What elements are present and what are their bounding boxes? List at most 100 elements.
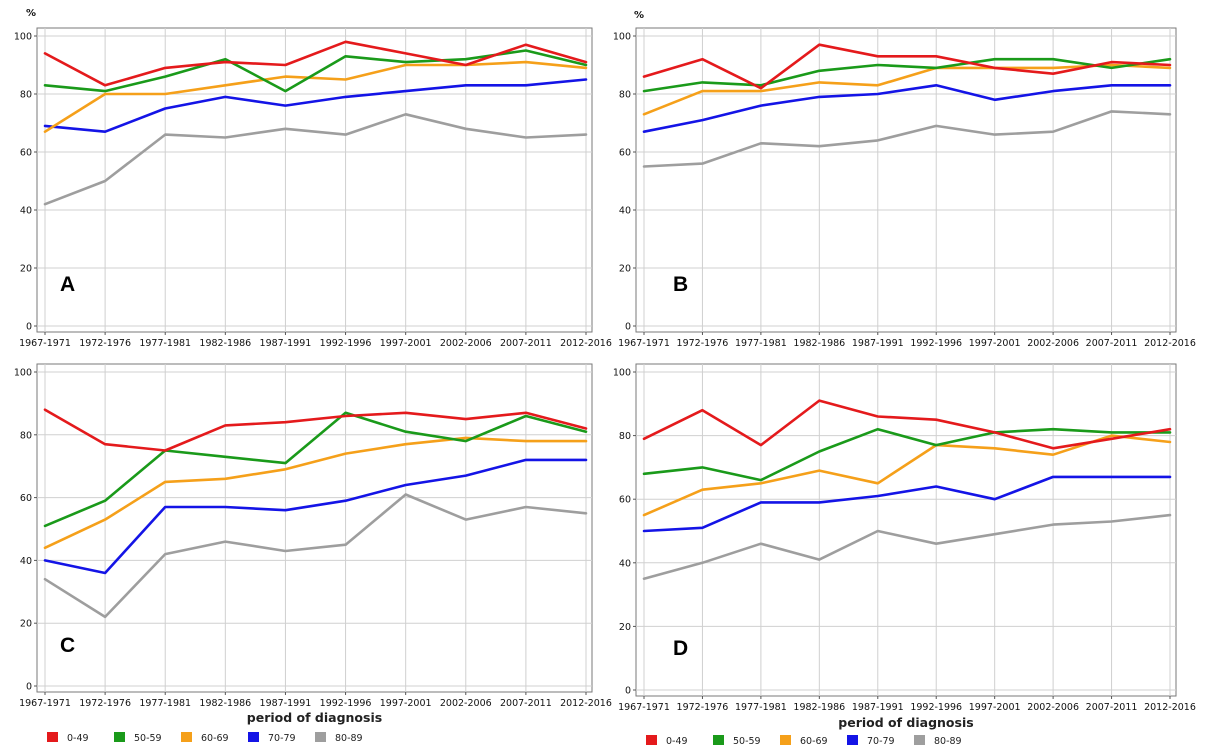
y-tick-label: 40 — [20, 556, 32, 567]
legend-swatch-70-79 — [248, 732, 259, 742]
series-line-0-49 — [642, 43, 1172, 90]
x-tick-label: 1977-1981 — [139, 338, 191, 349]
x-tick-label: 1967-1971 — [618, 702, 670, 713]
x-tick-label: 1972-1976 — [79, 698, 131, 709]
legend-swatch-80-89 — [914, 735, 925, 745]
legend-swatch-50-59 — [713, 735, 724, 745]
series-line-60-69 — [642, 434, 1172, 517]
legend-label-50-59: 50-59 — [134, 733, 162, 744]
x-tick-label: 1992-1996 — [910, 338, 962, 349]
y-tick-label: 0 — [26, 682, 32, 693]
x-tick-label: 1997-2001 — [969, 702, 1021, 713]
y-axis-unit-label: % — [26, 8, 36, 19]
x-tick-label: 2007-2011 — [500, 338, 552, 349]
legend-label-50-59: 50-59 — [733, 736, 761, 747]
series-line-80-89 — [642, 110, 1172, 168]
plot-frame — [36, 27, 593, 333]
legend: 0-49 50-59 60-69 70-79 80-89 — [47, 732, 363, 744]
legend-label-0-49: 0-49 — [67, 733, 89, 744]
x-tick-label: 1992-1996 — [320, 338, 372, 349]
y-tick-label: 100 — [14, 368, 32, 379]
legend-label-70-79: 70-79 — [867, 736, 895, 747]
legend-swatch-0-49 — [47, 732, 58, 742]
x-tick-label: 1987-1991 — [260, 338, 312, 349]
panel-letter: A — [60, 273, 75, 296]
x-tick-label: 2012-2016 — [560, 698, 612, 709]
y-tick-label: 0 — [26, 322, 32, 333]
y-tick-label: 80 — [20, 90, 32, 101]
x-tick-label: 1982-1986 — [199, 698, 251, 709]
x-tick-label: 1972-1976 — [677, 702, 729, 713]
x-tick-label: 1992-1996 — [320, 698, 372, 709]
series-line-0-49 — [642, 399, 1172, 450]
x-tick-label: 2002-2006 — [440, 698, 492, 709]
y-tick-label: 20 — [20, 264, 32, 275]
y-tick-label: 60 — [619, 495, 631, 506]
y-axis-unit-label: % — [634, 10, 644, 21]
x-tick-label: 2007-2011 — [1086, 702, 1138, 713]
y-tick-label: 100 — [14, 32, 32, 43]
x-tick-label: 2012-2016 — [1144, 338, 1196, 349]
series-line-0-49 — [43, 40, 588, 87]
y-tick-label: 60 — [20, 493, 32, 504]
series-line-70-79 — [642, 84, 1172, 133]
x-tick-label: 1977-1981 — [735, 702, 787, 713]
y-tick-label: 40 — [619, 558, 631, 569]
x-tick-label: 1982-1986 — [793, 702, 845, 713]
x-tick-label: 1982-1986 — [793, 338, 845, 349]
x-tick-label: 2002-2006 — [1027, 338, 1079, 349]
y-tick-label: 60 — [619, 148, 631, 159]
series-line-80-89 — [642, 513, 1172, 581]
x-axis-title: period of diagnosis — [838, 715, 973, 730]
panel-letter: B — [673, 273, 688, 296]
series-line-80-89 — [43, 493, 588, 619]
legend: 0-49 50-59 60-69 70-79 80-89 — [646, 735, 962, 747]
series-line-60-69 — [642, 63, 1172, 116]
legend-label-60-69: 60-69 — [800, 736, 828, 747]
legend-swatch-50-59 — [114, 732, 125, 742]
x-tick-label: 2002-2006 — [1027, 702, 1079, 713]
panel-b: 0 20 40 60 80 100 1967-1971 1972-1976 1977-1981 1… — [613, 10, 1196, 349]
legend-label-0-49: 0-49 — [666, 736, 688, 747]
series-line-70-79 — [43, 78, 588, 133]
series-line-80-89 — [43, 113, 588, 206]
legend-swatch-80-89 — [315, 732, 326, 742]
panel-d: 0 20 40 60 80 100 1967-1971 1972-1976 1977-1981 1… — [613, 363, 1196, 747]
series-line-0-49 — [43, 408, 588, 452]
x-tick-label: 1972-1976 — [79, 338, 131, 349]
y-tick-label: 80 — [619, 90, 631, 101]
y-tick-label: 20 — [619, 264, 631, 275]
legend-swatch-0-49 — [646, 735, 657, 745]
y-tick-label: 80 — [619, 431, 631, 442]
x-tick-label: 1967-1971 — [19, 698, 71, 709]
series-line-60-69 — [43, 60, 588, 133]
legend-label-70-79: 70-79 — [268, 733, 296, 744]
series-line-60-69 — [43, 436, 588, 550]
y-tick-label: 20 — [20, 619, 32, 630]
x-tick-label: 2007-2011 — [1086, 338, 1138, 349]
x-tick-label: 1977-1981 — [139, 698, 191, 709]
legend-label-60-69: 60-69 — [201, 733, 229, 744]
series-line-70-79 — [43, 458, 588, 575]
x-tick-label: 2002-2006 — [440, 338, 492, 349]
y-tick-label: 80 — [20, 430, 32, 441]
x-tick-label: 2012-2016 — [560, 338, 612, 349]
panel-letter: C — [60, 634, 75, 657]
y-tick-label: 20 — [619, 622, 631, 633]
x-tick-label: 1967-1971 — [19, 338, 71, 349]
x-tick-label: 1967-1971 — [618, 338, 670, 349]
x-tick-label: 1997-2001 — [969, 338, 1021, 349]
x-tick-label: 1982-1986 — [199, 338, 251, 349]
y-tick-label: 100 — [613, 32, 631, 43]
x-tick-label: 1987-1991 — [852, 702, 904, 713]
y-tick-label: 0 — [625, 686, 631, 697]
x-tick-label: 1987-1991 — [852, 338, 904, 349]
legend-label-80-89: 80-89 — [934, 736, 962, 747]
x-tick-label: 1972-1976 — [677, 338, 729, 349]
x-tick-label: 2007-2011 — [500, 698, 552, 709]
plot-frame — [635, 363, 1177, 697]
legend-label-80-89: 80-89 — [335, 733, 363, 744]
legend-swatch-60-69 — [780, 735, 791, 745]
legend-swatch-60-69 — [181, 732, 192, 742]
